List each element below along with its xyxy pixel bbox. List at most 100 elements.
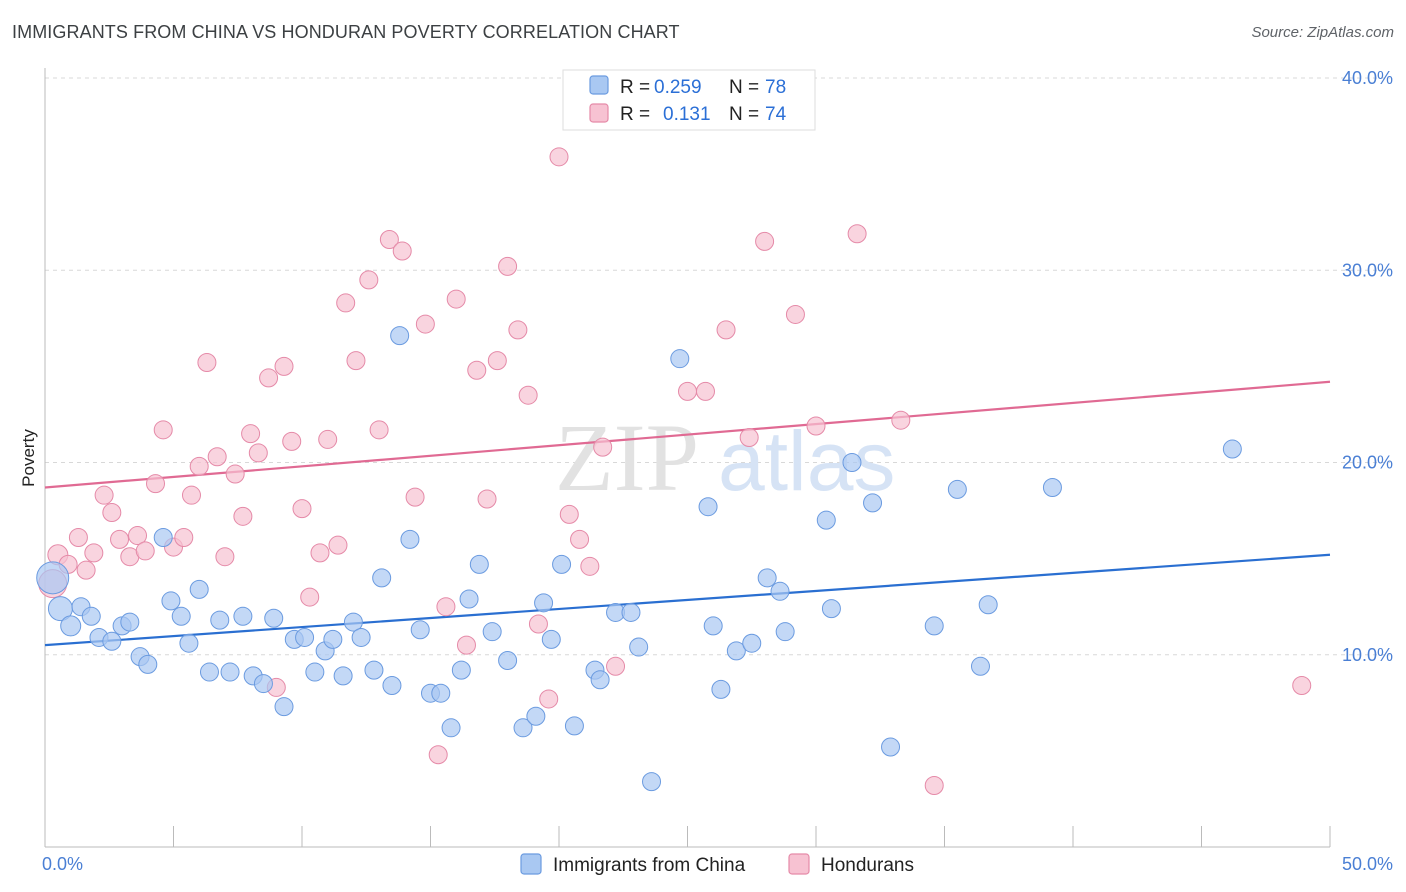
x-tick-label: 0.0% <box>42 854 83 874</box>
point-china <box>881 737 901 757</box>
legend-swatch-blue <box>589 75 609 95</box>
source-label: Source: ZipAtlas.com <box>1251 24 1394 41</box>
point-china <box>120 612 140 632</box>
point-hondurans <box>346 351 366 371</box>
point-china <box>138 654 158 674</box>
point-hondurans <box>84 543 104 563</box>
point-china <box>400 529 420 549</box>
x-tick-label: 50.0% <box>1342 854 1393 874</box>
point-china <box>513 718 533 738</box>
point-hondurans <box>467 360 487 380</box>
point-china <box>189 579 209 599</box>
point-hondurans <box>189 456 209 476</box>
point-hondurans <box>456 635 476 655</box>
point-china <box>372 568 392 588</box>
point-china <box>161 591 181 611</box>
point-hondurans <box>487 351 507 371</box>
point-china <box>552 554 572 574</box>
point-hondurans <box>68 527 88 547</box>
point-china <box>590 670 610 690</box>
bottom-legend-label-hondurans: Hondurans <box>821 855 914 876</box>
point-china <box>305 662 325 682</box>
legend-n-value: 78 <box>765 77 786 98</box>
point-hondurans <box>477 489 497 509</box>
point-hondurans <box>76 560 96 580</box>
point-china <box>698 497 718 517</box>
watermark-atlas: atlas <box>718 414 895 508</box>
point-hondurans <box>215 547 235 567</box>
point-hondurans <box>755 231 775 251</box>
point-hondurans <box>146 474 166 494</box>
point-hondurans <box>716 320 736 340</box>
point-china <box>564 716 584 736</box>
point-hondurans <box>559 504 579 524</box>
point-china <box>726 641 746 661</box>
point-china <box>364 660 384 680</box>
point-china <box>81 606 101 626</box>
bottom-legend-swatch-pink <box>788 853 810 875</box>
point-china <box>775 622 795 642</box>
point-china <box>534 593 554 613</box>
point-hondurans <box>549 147 569 167</box>
trend-line-hondurans <box>44 380 1331 489</box>
legend-n-value: 74 <box>765 104 787 125</box>
point-china <box>220 662 240 682</box>
y-tick-label: 10.0% <box>1342 645 1393 665</box>
point-china <box>1042 477 1062 497</box>
y-tick-label: 30.0% <box>1342 260 1393 280</box>
point-hondurans <box>369 420 389 440</box>
point-hondurans <box>539 689 559 709</box>
trend-lines <box>44 380 1331 647</box>
point-hondurans <box>891 410 911 430</box>
point-hondurans <box>446 289 466 309</box>
point-hondurans <box>359 270 379 290</box>
point-china <box>703 616 723 636</box>
point-china <box>1222 439 1242 459</box>
point-hondurans <box>436 597 456 617</box>
point-hondurans <box>518 385 538 405</box>
bottom-legend: Immigrants from China Hondurans <box>520 853 914 876</box>
point-china <box>382 676 402 696</box>
point-china <box>253 674 273 694</box>
point-china <box>410 620 430 640</box>
point-hondurans <box>233 506 253 526</box>
point-china <box>295 627 315 647</box>
point-china <box>323 629 343 649</box>
point-china <box>842 453 862 472</box>
legend-r-label: R = <box>620 77 650 98</box>
point-hondurans <box>336 293 356 313</box>
point-china <box>670 349 690 369</box>
point-hondurans <box>580 556 600 576</box>
point-hondurans <box>606 656 626 676</box>
point-china <box>742 633 762 653</box>
point-hondurans <box>174 527 194 547</box>
point-hondurans <box>128 526 148 546</box>
point-china <box>498 651 518 671</box>
point-china <box>343 612 363 632</box>
legend-r-value: 0.131 <box>663 104 711 125</box>
point-hondurans <box>135 541 155 561</box>
point-hondurans <box>405 487 425 507</box>
point-hondurans <box>110 529 130 549</box>
point-china <box>36 561 70 595</box>
bottom-legend-swatch-blue <box>520 853 542 875</box>
y-tick-label: 40.0% <box>1342 68 1393 88</box>
point-hondurans <box>678 381 697 401</box>
point-hondurans <box>328 535 348 555</box>
point-china <box>199 662 219 682</box>
legend-r-value: 0.259 <box>654 77 702 98</box>
point-hondurans <box>310 543 330 563</box>
point-hondurans <box>806 416 826 436</box>
point-china <box>274 697 294 717</box>
point-china <box>863 493 883 513</box>
point-china <box>60 615 82 637</box>
point-hondurans <box>508 320 528 340</box>
point-china <box>390 326 410 346</box>
y-tick-label: 20.0% <box>1342 453 1393 473</box>
legend-n-label: N = <box>729 104 759 125</box>
point-china <box>210 610 230 630</box>
point-hondurans <box>153 420 173 440</box>
point-china <box>711 679 731 699</box>
point-hondurans <box>415 314 435 334</box>
